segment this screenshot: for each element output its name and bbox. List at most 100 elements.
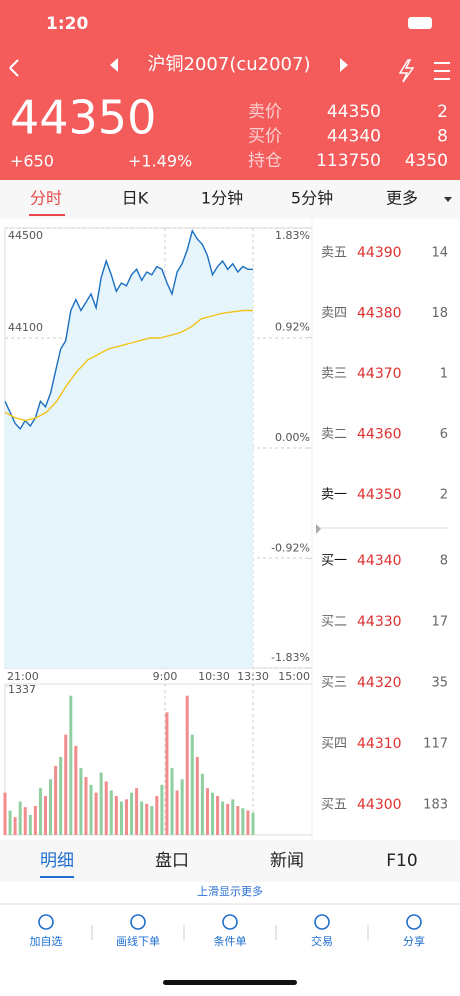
toolbar-label[interactable]: 加自选 xyxy=(30,935,63,948)
book-label: 买二 xyxy=(321,615,347,630)
book-label: 卖五 xyxy=(321,246,347,261)
toolbar-icon[interactable] xyxy=(130,914,146,930)
quote-value: 44350 xyxy=(327,102,381,122)
y2-tick-label: 1.83% xyxy=(275,229,310,242)
period-tab[interactable]: 1分钟 xyxy=(201,189,243,208)
quote-label: 持仓 xyxy=(248,151,282,171)
period-tabs: 分时 日K 1分钟 5分钟 更多 xyxy=(30,189,418,208)
period-tab[interactable]: 日K xyxy=(122,189,149,208)
order-book: 卖五 44390 14 卖四 44380 18 卖三 44370 1 卖二 44360 6 卖一 4435… xyxy=(321,245,448,813)
book-qty: 2 xyxy=(440,488,448,503)
book-price: 44330 xyxy=(357,614,402,630)
toolbar-icon[interactable] xyxy=(314,914,330,930)
volume-bar xyxy=(165,712,169,835)
quote-qty: 2 xyxy=(437,102,448,122)
x-tick-label: 9:00 xyxy=(153,670,178,683)
toolbar-label[interactable]: 交易 xyxy=(311,934,333,948)
toolbar-label[interactable]: 分享 xyxy=(403,934,425,948)
change: +650 xyxy=(10,152,54,171)
toolbar-label[interactable]: 画线下单 xyxy=(116,934,160,948)
volume-bar xyxy=(180,779,184,835)
avg-line xyxy=(4,309,253,422)
volume-bar xyxy=(13,817,17,835)
price-line xyxy=(4,229,253,430)
volume-bar xyxy=(205,788,209,835)
bottom-tab[interactable]: 明细 xyxy=(40,851,74,871)
bottom-tab[interactable]: 盘口 xyxy=(155,851,189,871)
volume-bar xyxy=(130,792,134,835)
book-price: 44350 xyxy=(357,487,402,503)
y2-tick-label: 0.00% xyxy=(275,431,310,444)
volume-bar xyxy=(18,801,22,835)
volume-bar xyxy=(175,790,179,835)
book-label: 卖三 xyxy=(321,367,347,382)
y-tick-label: 44100 xyxy=(8,321,43,334)
volume-bar xyxy=(23,807,27,835)
volume-bar xyxy=(84,777,88,835)
period-tab[interactable]: 5分钟 xyxy=(291,189,333,208)
volume-bar xyxy=(155,795,159,835)
book-label: 卖四 xyxy=(321,306,347,321)
toolbar-icon[interactable] xyxy=(406,914,422,930)
book-label: 买三 xyxy=(321,676,347,691)
toolbar-label[interactable]: 条件单 xyxy=(214,934,247,948)
back-button[interactable] xyxy=(9,59,19,77)
volume-bar xyxy=(211,792,215,835)
volume-bar xyxy=(38,788,42,835)
toolbar-icon[interactable] xyxy=(38,914,54,930)
toolbar-icon[interactable] xyxy=(222,914,238,930)
volume-bar xyxy=(109,790,113,835)
book-label: 卖一 xyxy=(321,488,347,503)
next-arrow[interactable] xyxy=(340,58,348,72)
more-arrow[interactable] xyxy=(444,197,452,202)
book-qty: 1 xyxy=(440,367,448,382)
volume-bar xyxy=(185,695,189,835)
volume-bar xyxy=(8,810,12,835)
bottom-tab-bar xyxy=(0,840,460,882)
book-qty: 14 xyxy=(431,246,448,261)
y2-tick-label: -0.92% xyxy=(271,542,310,555)
book-price: 44320 xyxy=(357,675,402,691)
quote-qty: 4350 xyxy=(405,151,448,171)
period-tab[interactable]: 分时 xyxy=(30,189,62,208)
x-tick-label: 13:30 xyxy=(237,670,269,683)
quote-qty: 8 xyxy=(437,127,448,147)
volume-bar xyxy=(145,803,149,835)
book-label: 卖二 xyxy=(321,427,347,442)
volume-bar xyxy=(3,792,7,835)
volume-bar xyxy=(226,803,230,835)
volume-bar xyxy=(216,795,220,835)
flash-icon[interactable] xyxy=(398,59,415,83)
book-qty: 183 xyxy=(423,798,448,813)
battery xyxy=(408,17,432,29)
book-qty: 8 xyxy=(440,554,448,569)
volume-bar xyxy=(241,808,245,835)
x-tick-label: 15:00 xyxy=(278,670,310,683)
bottom-tab[interactable]: F10 xyxy=(386,851,417,871)
menu-icon[interactable] xyxy=(434,62,450,80)
volume-bar xyxy=(160,784,164,835)
bottom-tab[interactable]: 新闻 xyxy=(270,851,304,871)
volume-bar xyxy=(195,756,199,835)
prev-arrow[interactable] xyxy=(110,58,118,72)
volume-bar xyxy=(114,795,118,835)
collapse-handle[interactable] xyxy=(316,524,321,534)
volume-bar xyxy=(150,806,154,835)
volume-bar xyxy=(221,801,225,835)
bottom-tabs: 明细 盘口 新闻 F10 xyxy=(40,851,418,871)
volume-bar xyxy=(94,792,98,835)
period-tab[interactable]: 更多 xyxy=(386,189,418,208)
change-pct: +1.49% xyxy=(128,152,192,171)
contract-title: 沪铜2007(cu2007) xyxy=(148,54,311,75)
volume-bar xyxy=(190,734,194,835)
volume-bar xyxy=(59,756,63,835)
book-qty: 6 xyxy=(440,427,448,442)
book-label: 买四 xyxy=(321,737,347,752)
book-qty: 18 xyxy=(431,306,448,321)
volume-bar xyxy=(140,801,144,835)
volume-tick-label: 1337 xyxy=(8,683,36,696)
status-time: 1:20 xyxy=(46,14,88,34)
x-tick-label: 21:00 xyxy=(7,670,39,683)
quote-value: 113750 xyxy=(316,151,381,171)
header-bg xyxy=(0,0,460,180)
